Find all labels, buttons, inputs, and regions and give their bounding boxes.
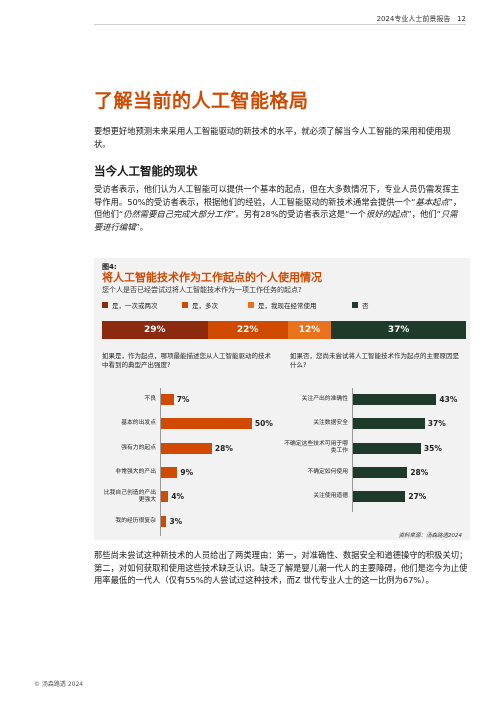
body1-emphasis-1: 基本起点 [415,196,449,207]
header-divider [94,24,466,25]
legend-item-3: 否 [352,300,369,310]
body1-emphasis-4: 只需要进行编辑 [94,209,458,232]
stacked-segment-1: 22% [207,321,288,339]
left-chart-bar [161,466,178,478]
left-chart-question: 如果是，作为起点，哪项最能描述您从人工智能驱动的技术中看到的典型产出强度? [102,352,271,369]
right-chart-category-label: 关注使用道德 [313,493,348,500]
body1-text-4: ”，他们“ [407,209,441,219]
right-chart-category-label: 不确定如何使用 [307,468,348,475]
page-number: 12 [457,15,466,23]
stacked-bar-chart: 29% 22% 12% 37% [102,321,466,339]
left-chart-value-label: 7% [176,395,190,404]
stacked-segment-0: 29% [102,321,208,339]
left-chart-category-label: 非常强大的产出 [115,468,156,475]
right-chart-bar [353,491,406,503]
legend-swatch [182,302,188,308]
legend-swatch [248,302,254,308]
left-chart-value-label: 50% [254,419,273,429]
body1-text-3: ”。另有28%的受访者表示这是“一个 [231,209,366,219]
legend-label: 是，我现在经常使用 [258,302,317,310]
left-chart-category-label: 不良 [144,396,156,402]
figure-label: 图4: [102,263,117,271]
legend-label: 否 [362,302,369,310]
left-chart-category-label: 基本的出发点 [121,420,156,427]
stacked-segment-2: 12% [287,321,332,339]
legend-item-2: 是，我现在经常使用 [248,300,317,310]
right-chart-value-label: 27% [408,492,427,502]
intro-paragraph: 要想更好地预测未来采用人工智能驱动的新技术的水平，就必须了解当今人工智能的采用和… [94,126,451,149]
body1-text-2: ”，但他们“ [94,196,462,220]
section-heading: 当今人工智能的现状 [94,164,198,178]
legend-label: 是，多次 [192,302,218,310]
body-paragraph-2: 那些尚未尝试这种新技术的人员给出了两类理由：第一，对准确性、数据安全和道德操守的… [94,550,468,585]
left-chart-bar [161,491,169,503]
legend-item-1: 是，多次 [182,300,218,310]
right-chart-bar [353,442,421,454]
left-chart-value-label: 3% [169,516,183,526]
left-chart-value-label: 4% [171,492,184,502]
figure-question: 您个人是否已经尝试过将人工智能技术作为一项工作任务的起点? [102,286,302,294]
right-chart-category-label: 关注产出的准确性 [301,396,348,402]
legend-swatch [102,302,108,308]
left-chart-category-label: 强有力的起点 [121,444,156,451]
page-title: 了解当前的人工智能格局 [94,90,309,112]
right-chart-category-label: 不确定这些技术可用于哪类工作 [284,441,348,455]
left-chart-axis-line [160,388,161,536]
body1-text-5: ”。 [135,221,149,232]
body1-text-1: 受访者表示，他们认为人工智能可以提供一个基本的起点，但在大多数情况下，专业人员仍… [94,184,460,207]
right-chart-value-label: 37% [427,419,446,429]
report-title: 2024专业人士前景报告 [376,15,451,23]
right-chart-bar [353,394,437,405]
body-paragraph-1: 受访者表示，他们认为人工智能可以提供一个基本的起点，但在大多数情况下，专业人员仍… [94,183,464,233]
left-chart-category-label: 我的经历很复杂 [115,517,156,524]
legend-label: 是，一次或两次 [112,302,158,310]
right-chart-question: 如果否，您尚未尝试将人工智能技术作为起点的主要原因是什么? [290,352,459,369]
left-chart-category-label: 比我自己创造的产出更强大 [103,489,156,503]
left-chart-bar [161,515,167,527]
body1-emphasis-2: 仍然需要自己完成大部分工作 [123,209,232,219]
legend-item-0: 是，一次或两次 [102,300,158,310]
body1-emphasis-3: 很好的起点 [365,209,408,219]
figure-title: 将人工智能技术作为工作起点的个人使用情况 [102,271,322,284]
stacked-segment-3: 37% [331,321,466,339]
left-chart-bar [161,394,174,405]
right-chart-axis-line [352,388,353,512]
right-chart-bar [353,466,408,478]
right-chart-bar [353,418,425,430]
left-chart-value-label: 28% [214,443,233,453]
right-chart-category-label: 关注数据安全 [313,420,348,427]
right-chart-value-label: 35% [423,443,442,453]
right-chart-value-label: 28% [410,467,429,477]
left-chart-value-label: 9% [180,467,194,477]
left-chart-bar [161,442,212,454]
figure-source: 资料来源：汤森路透2024 [398,533,463,539]
footer-copyright: © 汤森路透 2024 [34,681,84,688]
legend-swatch [352,302,358,308]
report-header: 2024专业人士前景报告 12 [377,14,466,24]
right-chart-value-label: 43% [439,395,458,404]
left-chart-bar [161,418,252,430]
